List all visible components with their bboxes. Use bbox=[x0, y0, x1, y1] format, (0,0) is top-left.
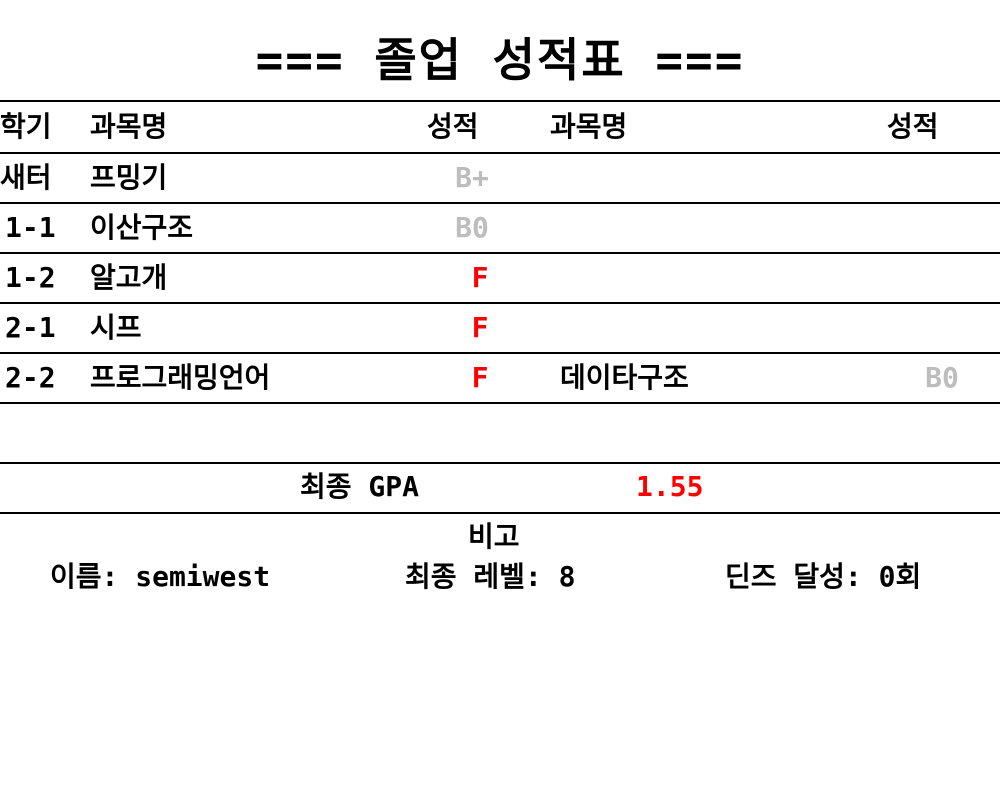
gpa-bottom-line bbox=[0, 512, 1000, 514]
row-divider bbox=[0, 302, 1000, 304]
row-grade-1: B0 bbox=[455, 211, 489, 244]
header-subject-1: 과목명 bbox=[90, 110, 168, 143]
header-subject-2: 과목명 bbox=[550, 110, 628, 143]
row-divider bbox=[0, 202, 1000, 204]
row-grade-1: F bbox=[471, 311, 489, 344]
row-semester: 1-2 bbox=[5, 261, 56, 294]
header-semester: 학기 bbox=[0, 110, 52, 143]
row-grade-2 bbox=[912, 203, 972, 253]
final-level: 최종 레벨: 8 bbox=[405, 560, 576, 593]
header-grade-2: 성적 bbox=[887, 110, 939, 143]
gpa-label: 최종 GPA bbox=[300, 470, 419, 503]
row-subject-2: 데이타구조 bbox=[560, 361, 689, 394]
row-grade-2 bbox=[912, 303, 972, 353]
row-grade-2: B0 bbox=[925, 361, 959, 394]
table-bottom-line bbox=[0, 402, 1000, 404]
player-name: 이름: semiwest bbox=[50, 560, 271, 593]
row-grade-1: B+ bbox=[455, 161, 489, 194]
row-semester: 1-1 bbox=[5, 211, 56, 244]
row-grade-2 bbox=[912, 153, 972, 203]
header-grade-1: 성적 bbox=[427, 110, 479, 143]
row-semester: 2-1 bbox=[5, 311, 56, 344]
dins-count: 딘즈 달성: 0회 bbox=[725, 560, 922, 593]
report-title: === 졸업 성적표 === bbox=[255, 33, 745, 87]
remarks-title: 비고 bbox=[468, 520, 520, 553]
row-subject-1: 시프 bbox=[90, 311, 142, 344]
row-subject-1: 프밍기 bbox=[90, 161, 168, 194]
gpa-top-line bbox=[0, 462, 1000, 464]
row-divider bbox=[0, 252, 1000, 254]
row-grade-2 bbox=[912, 253, 972, 303]
row-grade-1: F bbox=[471, 361, 489, 394]
header-bottom-line bbox=[0, 152, 1000, 154]
header-top-line bbox=[0, 100, 1000, 102]
row-grade-1: F bbox=[471, 261, 489, 294]
gpa-value: 1.55 bbox=[636, 470, 704, 503]
row-semester: 새터 bbox=[0, 161, 52, 194]
row-subject-1: 이산구조 bbox=[90, 211, 194, 244]
row-semester: 2-2 bbox=[5, 361, 56, 394]
row-subject-1: 프로그래밍언어 bbox=[90, 361, 271, 394]
row-divider bbox=[0, 352, 1000, 354]
row-subject-1: 알고개 bbox=[90, 261, 168, 294]
